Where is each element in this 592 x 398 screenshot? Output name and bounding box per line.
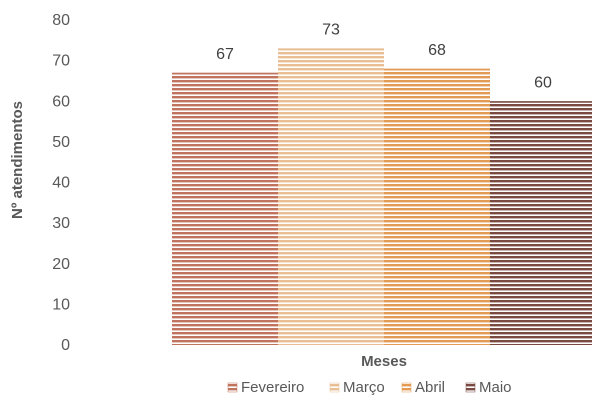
legend-label: Fevereiro xyxy=(241,379,304,396)
bar-maio xyxy=(490,101,592,345)
bar-maro xyxy=(278,48,384,345)
data-label: 60 xyxy=(534,74,552,91)
bar-top-edge xyxy=(384,68,490,71)
y-tick-label: 10 xyxy=(52,296,70,313)
legend-label: Abril xyxy=(415,379,445,396)
y-axis-title: Nº atendimentos xyxy=(9,101,26,219)
y-axis-ticks: 0 10 20 30 40 50 60 70 80 xyxy=(52,12,70,354)
y-tick-label: 30 xyxy=(52,215,70,232)
y-tick-label: 80 xyxy=(52,12,70,29)
bar-top-edge xyxy=(278,48,384,50)
y-tick-label: 60 xyxy=(52,93,70,110)
y-tick-label: 40 xyxy=(52,175,70,192)
data-label: 67 xyxy=(216,46,234,63)
legend-label: Maio xyxy=(479,379,512,396)
x-axis-title: Meses xyxy=(361,353,407,370)
legend-swatch xyxy=(329,382,340,393)
bar-abril xyxy=(384,68,490,345)
y-tick-label: 70 xyxy=(52,53,70,70)
legend: Fevereiro Março Abril Maio xyxy=(227,379,512,396)
legend-swatch xyxy=(401,382,412,393)
bars-group xyxy=(172,48,592,345)
data-label: 73 xyxy=(322,21,340,38)
y-tick-label: 20 xyxy=(52,256,70,273)
legend-label: Março xyxy=(343,379,385,396)
bar-top-edge xyxy=(172,72,278,75)
bar-fevereiro xyxy=(172,72,278,345)
data-label: 68 xyxy=(428,42,446,59)
data-labels-group: 67 73 68 60 xyxy=(216,21,552,91)
y-tick-label: 50 xyxy=(52,134,70,151)
y-tick-label: 0 xyxy=(61,337,70,354)
legend-swatch xyxy=(227,382,238,393)
bar-top-edge xyxy=(490,101,592,103)
legend-swatch xyxy=(465,382,476,393)
